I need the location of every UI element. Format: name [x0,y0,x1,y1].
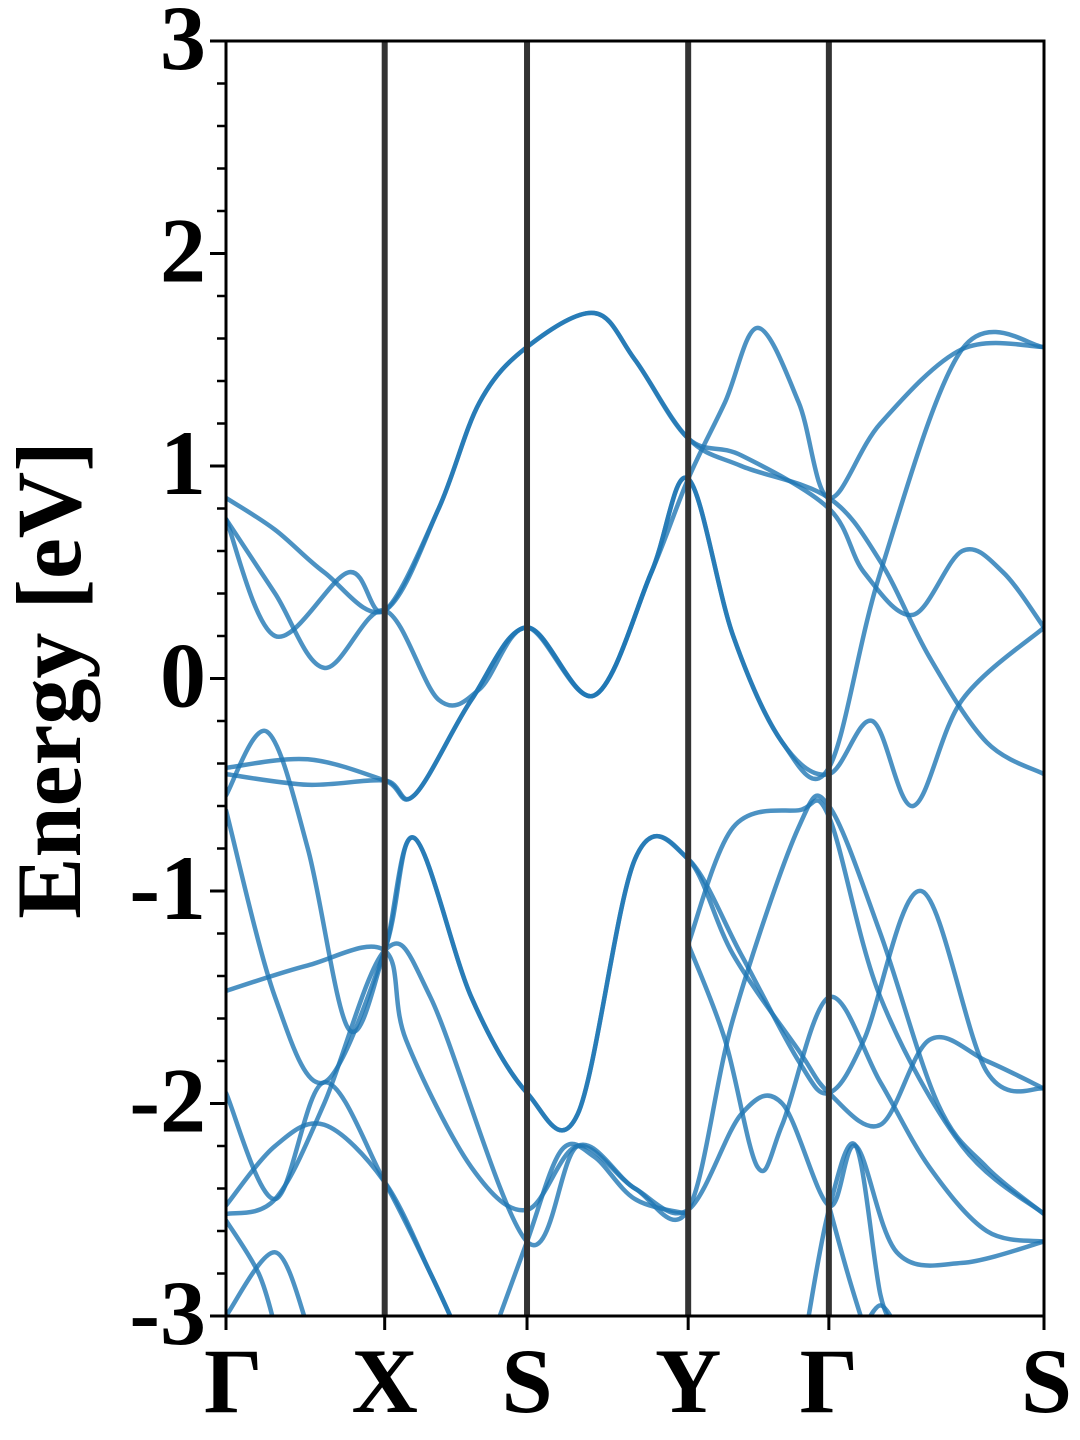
band-line-14 [497,1141,691,1316]
band-line-11 [226,941,1044,1268]
x-tick-label-kpoint: S [1021,1330,1072,1432]
band-line-5 [226,475,1044,809]
y-tick-label: -3 [129,1262,206,1364]
x-tick-label-kpoint: Γ [204,1330,263,1432]
y-axis-ticks: 3 2 1 0 -1 -2 -3 [129,0,226,1364]
band-line-15 [685,798,1044,1217]
y-axis-label: Energy [eV] [0,441,100,919]
band-line-19 [867,1303,894,1316]
band-line-6 [226,728,1044,1133]
band-line-3 [226,325,1044,708]
band-line-10 [226,1121,453,1316]
high-symmetry-lines [381,41,832,1316]
band-line-2 [226,310,1044,639]
x-tick-label-kpoint: S [501,1330,552,1432]
plot-frame [224,39,1046,1318]
y-tick-label: 2 [160,200,206,302]
y-tick-label: -1 [129,837,206,939]
band-line-18 [826,1203,864,1316]
band-line-9 [226,1080,453,1316]
band-line-13 [226,1250,307,1316]
bands [226,310,1044,1316]
y-tick-label: -2 [129,1050,206,1152]
band-line-17 [806,1141,891,1316]
band-line-4 [226,329,1044,802]
y-tick-label: 3 [160,0,206,89]
x-tick-label-kpoint: Γ [800,1330,859,1432]
x-tick-label-kpoint: X [351,1330,417,1432]
x-tick-label-kpoint: Y [655,1330,721,1432]
y-tick-label: 1 [160,412,206,514]
band-line-16 [685,941,1044,1244]
y-tick-label: 0 [160,625,206,727]
